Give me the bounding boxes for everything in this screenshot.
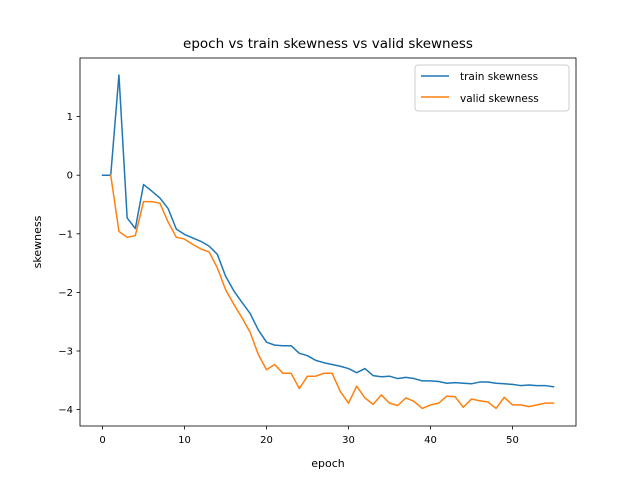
series-layer bbox=[101, 74, 555, 410]
x-axis-label: epoch bbox=[311, 457, 345, 470]
y-tick-label: −2 bbox=[58, 288, 73, 299]
chart-title: epoch vs train skewness vs valid skewnes… bbox=[183, 36, 473, 52]
y-tick-label: −1 bbox=[58, 229, 73, 240]
legend-label-valid: valid skewness bbox=[460, 93, 539, 105]
y-axis: −4 −3 −2 −1 0 1 bbox=[58, 112, 80, 416]
y-tick-label: 0 bbox=[67, 171, 73, 182]
y-tick-label: 1 bbox=[67, 112, 73, 123]
x-tick-label: 40 bbox=[424, 435, 437, 446]
y-tick-label: −4 bbox=[58, 405, 73, 416]
plot-area-frame bbox=[79, 57, 577, 427]
x-tick-label: 50 bbox=[506, 435, 519, 446]
series-line-train bbox=[101, 74, 555, 388]
y-axis-label: skewness bbox=[31, 215, 44, 268]
legend-box bbox=[414, 64, 570, 112]
x-tick-label: 10 bbox=[178, 435, 191, 446]
legend-label-train: train skewness bbox=[460, 71, 538, 83]
x-tick-label: 30 bbox=[342, 435, 355, 446]
x-axis: 0 10 20 30 40 50 bbox=[99, 426, 519, 446]
x-tick-label: 20 bbox=[260, 435, 273, 446]
x-tick-label: 0 bbox=[99, 435, 105, 446]
y-tick-label: −3 bbox=[58, 346, 73, 357]
series-line-valid bbox=[109, 174, 555, 410]
legend: train skewness valid skewness bbox=[414, 64, 570, 112]
